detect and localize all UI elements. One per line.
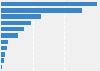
Bar (1, 33, 18, 38)
Bar (1, 21, 31, 25)
Bar (1, 65, 2, 69)
Bar (1, 52, 5, 57)
Bar (1, 46, 7, 50)
Bar (1, 40, 8, 44)
Bar (1, 2, 97, 6)
Bar (1, 8, 82, 13)
Bar (1, 14, 41, 19)
Bar (1, 27, 24, 31)
Bar (1, 58, 4, 63)
